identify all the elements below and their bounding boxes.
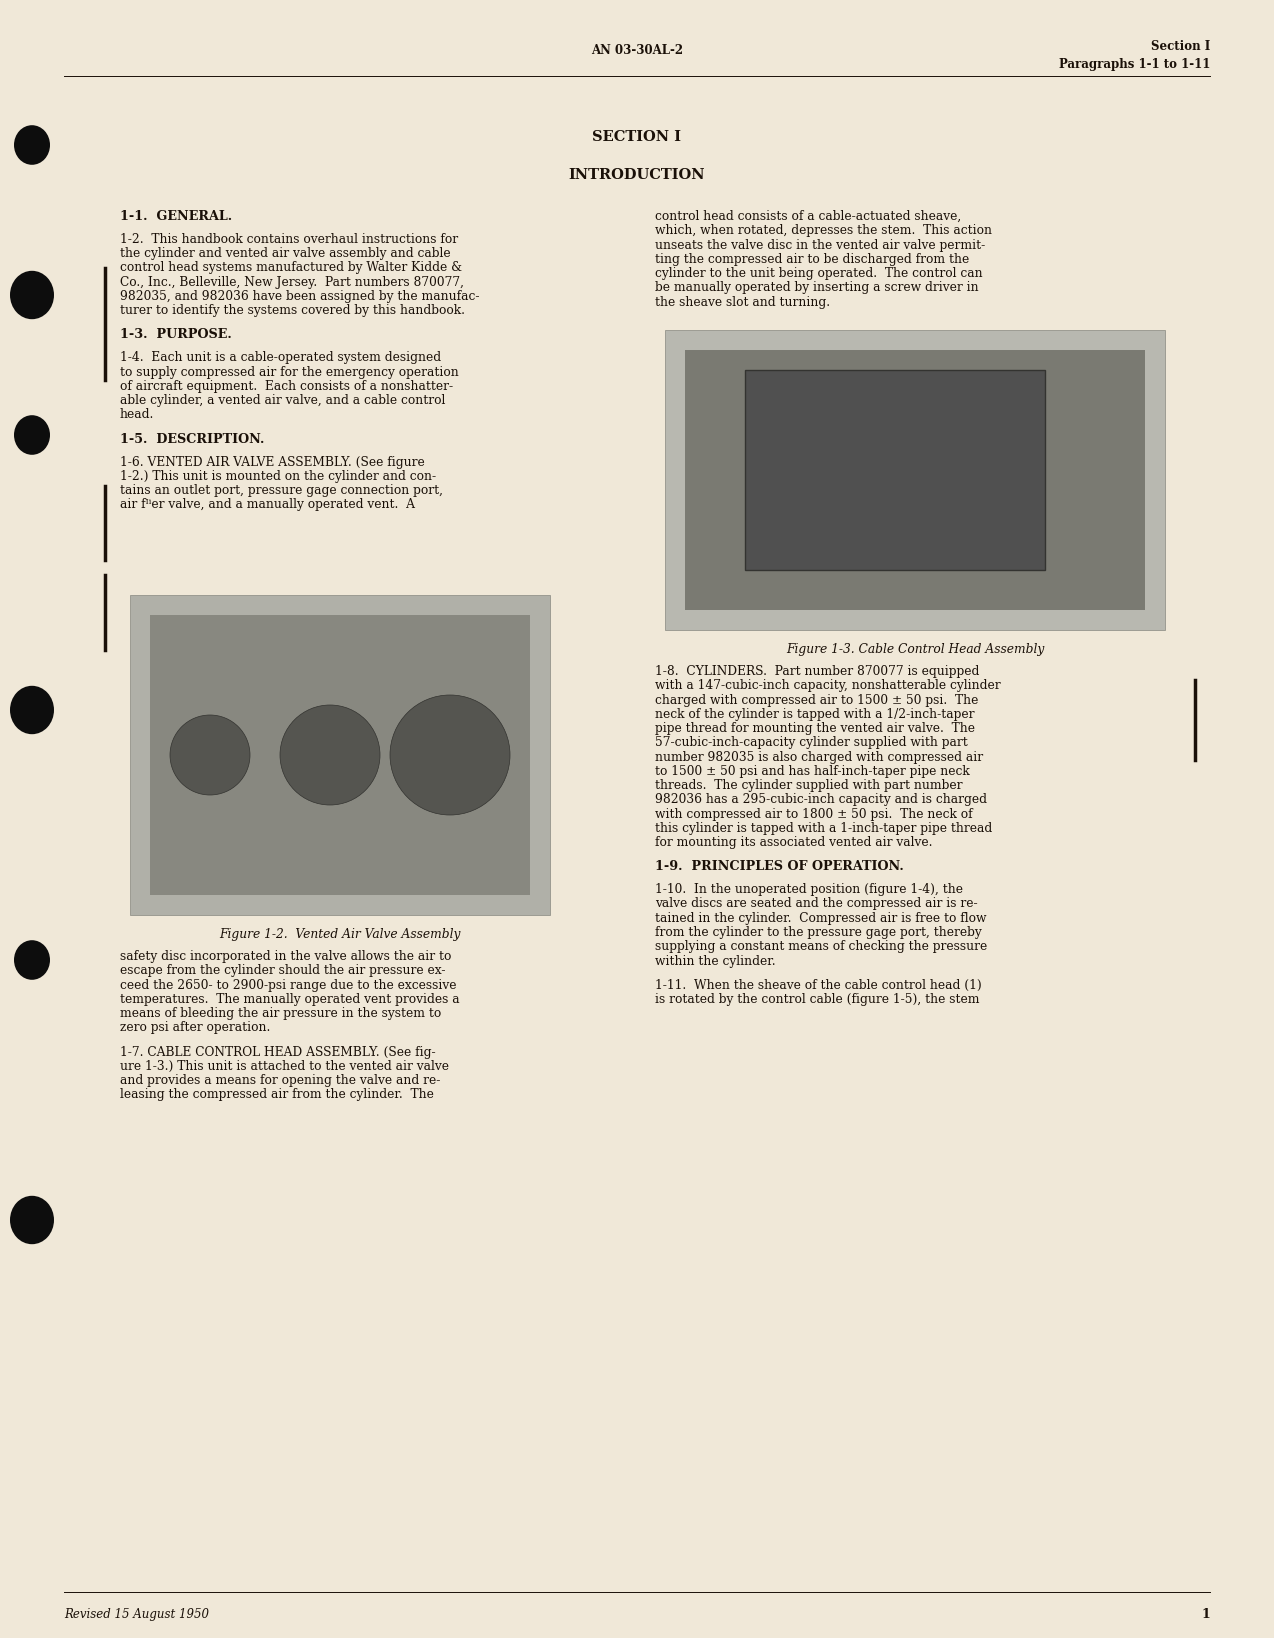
Text: 982035, and 982036 have been assigned by the manufac-: 982035, and 982036 have been assigned by…	[120, 290, 479, 303]
Text: Co., Inc., Belleville, New Jersey.  Part numbers 870077,: Co., Inc., Belleville, New Jersey. Part …	[120, 275, 464, 288]
Text: the sheave slot and turning.: the sheave slot and turning.	[655, 295, 831, 308]
Text: SECTION I: SECTION I	[592, 129, 682, 144]
Text: Figure 1-2.  Vented Air Valve Assembly: Figure 1-2. Vented Air Valve Assembly	[219, 929, 461, 940]
Text: of aircraft equipment.  Each consists of a nonshatter-: of aircraft equipment. Each consists of …	[120, 380, 454, 393]
Text: air fᴵⁱer valve, and a manually operated vent.  A: air fᴵⁱer valve, and a manually operated…	[120, 498, 415, 511]
Text: 1-7. CABLE CONTROL HEAD ASSEMBLY. (See fig-: 1-7. CABLE CONTROL HEAD ASSEMBLY. (See f…	[120, 1045, 436, 1058]
Bar	[150, 614, 530, 894]
Ellipse shape	[14, 940, 50, 980]
Text: 1-9.  PRINCIPLES OF OPERATION.: 1-9. PRINCIPLES OF OPERATION.	[655, 860, 903, 873]
Circle shape	[169, 716, 250, 794]
Text: 1-3.  PURPOSE.: 1-3. PURPOSE.	[120, 329, 232, 341]
Text: Section I: Section I	[1150, 39, 1210, 52]
Text: turer to identify the systems covered by this handbook.: turer to identify the systems covered by…	[120, 305, 465, 318]
Text: Figure 1-3. Cable Control Head Assembly: Figure 1-3. Cable Control Head Assembly	[786, 644, 1045, 655]
Text: unseats the valve disc in the vented air valve permit-: unseats the valve disc in the vented air…	[655, 239, 985, 252]
Text: ceed the 2650- to 2900-psi range due to the excessive: ceed the 2650- to 2900-psi range due to …	[120, 978, 456, 991]
Text: leasing the compressed air from the cylinder.  The: leasing the compressed air from the cyli…	[120, 1088, 434, 1101]
Text: number 982035 is also charged with compressed air: number 982035 is also charged with compr…	[655, 750, 984, 763]
Ellipse shape	[10, 1196, 54, 1245]
Text: ure 1-3.) This unit is attached to the vented air valve: ure 1-3.) This unit is attached to the v…	[120, 1060, 448, 1073]
Text: tained in the cylinder.  Compressed air is free to flow: tained in the cylinder. Compressed air i…	[655, 912, 986, 925]
Text: able cylinder, a vented air valve, and a cable control: able cylinder, a vented air valve, and a…	[120, 395, 446, 408]
Text: 1-2.  This handbook contains overhaul instructions for: 1-2. This handbook contains overhaul ins…	[120, 233, 459, 246]
Text: with a 147-cubic-inch capacity, nonshatterable cylinder: with a 147-cubic-inch capacity, nonshatt…	[655, 680, 1000, 693]
Text: 982036 has a 295-cubic-inch capacity and is charged: 982036 has a 295-cubic-inch capacity and…	[655, 793, 987, 806]
Text: zero psi after operation.: zero psi after operation.	[120, 1020, 270, 1034]
Text: tains an outlet port, pressure gage connection port,: tains an outlet port, pressure gage conn…	[120, 485, 443, 496]
Text: 57-cubic-inch-capacity cylinder supplied with part: 57-cubic-inch-capacity cylinder supplied…	[655, 735, 968, 749]
Ellipse shape	[10, 686, 54, 734]
Text: 1-4.  Each unit is a cable-operated system designed: 1-4. Each unit is a cable-operated syste…	[120, 351, 441, 364]
Text: be manually operated by inserting a screw driver in: be manually operated by inserting a scre…	[655, 282, 978, 295]
Text: control head systems manufactured by Walter Kidde &: control head systems manufactured by Wal…	[120, 262, 462, 275]
Text: means of bleeding the air pressure in the system to: means of bleeding the air pressure in th…	[120, 1007, 441, 1020]
Text: threads.  The cylinder supplied with part number: threads. The cylinder supplied with part…	[655, 780, 962, 793]
Text: ting the compressed air to be discharged from the: ting the compressed air to be discharged…	[655, 252, 970, 265]
Text: from the cylinder to the pressure gage port, thereby: from the cylinder to the pressure gage p…	[655, 925, 982, 939]
Text: 1-1.  GENERAL.: 1-1. GENERAL.	[120, 210, 232, 223]
Text: escape from the cylinder should the air pressure ex-: escape from the cylinder should the air …	[120, 965, 446, 978]
Text: which, when rotated, depresses the stem.  This action: which, when rotated, depresses the stem.…	[655, 224, 992, 238]
Text: 1-2.) This unit is mounted on the cylinder and con-: 1-2.) This unit is mounted on the cylind…	[120, 470, 436, 483]
Text: is rotated by the control cable (figure 1-5), the stem: is rotated by the control cable (figure …	[655, 993, 980, 1006]
Bar	[745, 370, 1045, 570]
Text: and provides a means for opening the valve and re-: and provides a means for opening the val…	[120, 1075, 441, 1088]
Text: supplying a constant means of checking the pressure: supplying a constant means of checking t…	[655, 940, 987, 953]
Text: Paragraphs 1-1 to 1-11: Paragraphs 1-1 to 1-11	[1059, 57, 1210, 70]
Text: within the cylinder.: within the cylinder.	[655, 955, 776, 968]
Text: this cylinder is tapped with a 1-inch-taper pipe thread: this cylinder is tapped with a 1-inch-ta…	[655, 822, 992, 835]
Text: 1: 1	[1201, 1609, 1210, 1622]
Text: pipe thread for mounting the vented air valve.  The: pipe thread for mounting the vented air …	[655, 722, 975, 735]
Text: 1-11.  When the sheave of the cable control head (1): 1-11. When the sheave of the cable contr…	[655, 980, 982, 991]
Text: the cylinder and vented air valve assembly and cable: the cylinder and vented air valve assemb…	[120, 247, 451, 260]
Text: valve discs are seated and the compressed air is re-: valve discs are seated and the compresse…	[655, 898, 977, 911]
Bar	[665, 329, 1164, 631]
Bar	[685, 351, 1145, 609]
Text: neck of the cylinder is tapped with a 1/2-inch-taper: neck of the cylinder is tapped with a 1/…	[655, 708, 975, 721]
Text: with compressed air to 1800 ± 50 psi.  The neck of: with compressed air to 1800 ± 50 psi. Th…	[655, 808, 972, 821]
Text: INTRODUCTION: INTRODUCTION	[568, 169, 706, 182]
Text: 1-6. VENTED AIR VALVE ASSEMBLY. (See figure: 1-6. VENTED AIR VALVE ASSEMBLY. (See fig…	[120, 455, 424, 468]
Text: charged with compressed air to 1500 ± 50 psi.  The: charged with compressed air to 1500 ± 50…	[655, 693, 978, 706]
Ellipse shape	[14, 414, 50, 455]
Text: control head consists of a cable-actuated sheave,: control head consists of a cable-actuate…	[655, 210, 962, 223]
Text: Revised 15 August 1950: Revised 15 August 1950	[64, 1609, 209, 1622]
Ellipse shape	[10, 270, 54, 319]
Text: 1-8.  CYLINDERS.  Part number 870077 is equipped: 1-8. CYLINDERS. Part number 870077 is eq…	[655, 665, 980, 678]
Text: to supply compressed air for the emergency operation: to supply compressed air for the emergen…	[120, 365, 459, 378]
Text: AN 03-30AL-2: AN 03-30AL-2	[591, 44, 683, 57]
Text: 1-5.  DESCRIPTION.: 1-5. DESCRIPTION.	[120, 432, 265, 446]
Circle shape	[390, 695, 510, 816]
Text: to 1500 ± 50 psi and has half-inch-taper pipe neck: to 1500 ± 50 psi and has half-inch-taper…	[655, 765, 970, 778]
Text: cylinder to the unit being operated.  The control can: cylinder to the unit being operated. The…	[655, 267, 982, 280]
Ellipse shape	[14, 124, 50, 165]
Text: for mounting its associated vented air valve.: for mounting its associated vented air v…	[655, 835, 933, 848]
Text: safety disc incorporated in the valve allows the air to: safety disc incorporated in the valve al…	[120, 950, 451, 963]
Text: head.: head.	[120, 408, 154, 421]
Text: 1-10.  In the unoperated position (figure 1-4), the: 1-10. In the unoperated position (figure…	[655, 883, 963, 896]
Text: temperatures.  The manually operated vent provides a: temperatures. The manually operated vent…	[120, 993, 460, 1006]
Circle shape	[280, 704, 380, 804]
Bar	[130, 595, 550, 916]
